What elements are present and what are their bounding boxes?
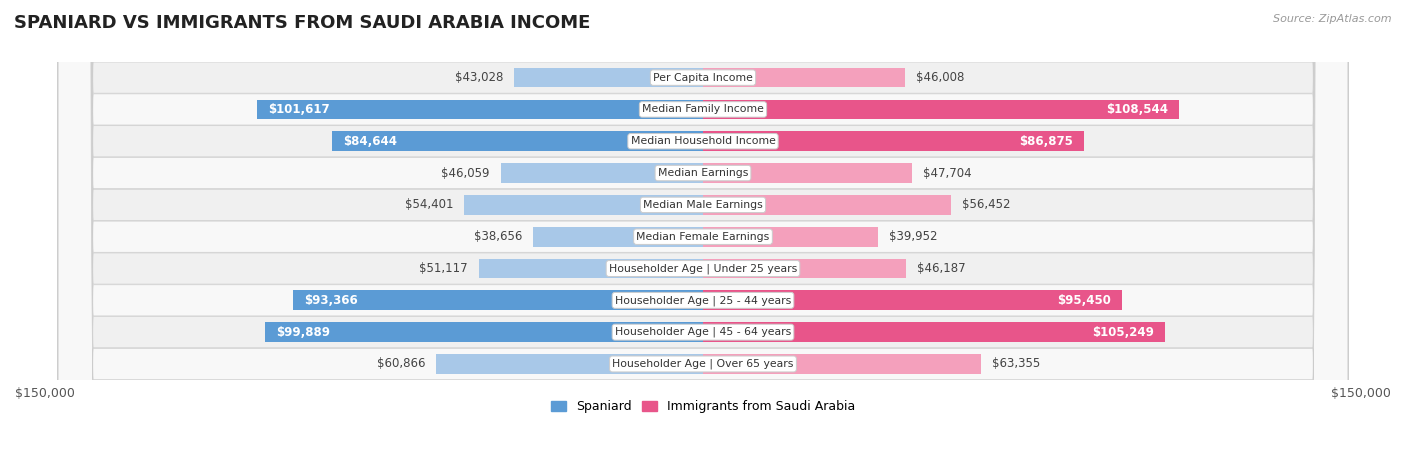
Text: $38,656: $38,656 [474, 230, 523, 243]
Text: $46,008: $46,008 [915, 71, 965, 84]
FancyBboxPatch shape [58, 0, 1348, 467]
Bar [703, 290, 1122, 310]
Text: $43,028: $43,028 [456, 71, 503, 84]
FancyBboxPatch shape [58, 0, 1348, 467]
Bar [464, 195, 703, 215]
Text: $51,117: $51,117 [419, 262, 468, 275]
Text: $46,187: $46,187 [917, 262, 965, 275]
Text: $93,366: $93,366 [304, 294, 359, 307]
Text: $39,952: $39,952 [889, 230, 938, 243]
Bar [703, 195, 950, 215]
Text: $101,617: $101,617 [269, 103, 330, 116]
Bar [703, 131, 1084, 151]
Text: Median Female Earnings: Median Female Earnings [637, 232, 769, 242]
Text: Householder Age | Under 25 years: Householder Age | Under 25 years [609, 263, 797, 274]
FancyBboxPatch shape [58, 0, 1348, 467]
Bar [332, 131, 703, 151]
Text: Median Male Earnings: Median Male Earnings [643, 200, 763, 210]
Bar [703, 68, 905, 87]
Bar [703, 99, 1180, 119]
FancyBboxPatch shape [58, 0, 1348, 467]
Bar [703, 259, 905, 278]
Legend: Spaniard, Immigrants from Saudi Arabia: Spaniard, Immigrants from Saudi Arabia [546, 395, 860, 418]
Text: Source: ZipAtlas.com: Source: ZipAtlas.com [1274, 14, 1392, 24]
Bar [257, 99, 703, 119]
Bar [703, 163, 912, 183]
FancyBboxPatch shape [58, 0, 1348, 467]
Bar [703, 322, 1164, 342]
Text: $105,249: $105,249 [1092, 325, 1154, 339]
Text: $54,401: $54,401 [405, 198, 453, 212]
Bar [501, 163, 703, 183]
Bar [703, 354, 981, 374]
Text: Householder Age | 45 - 64 years: Householder Age | 45 - 64 years [614, 327, 792, 338]
FancyBboxPatch shape [58, 0, 1348, 467]
FancyBboxPatch shape [58, 0, 1348, 467]
Text: $84,644: $84,644 [343, 135, 396, 148]
Text: SPANIARD VS IMMIGRANTS FROM SAUDI ARABIA INCOME: SPANIARD VS IMMIGRANTS FROM SAUDI ARABIA… [14, 14, 591, 32]
Text: $86,875: $86,875 [1019, 135, 1073, 148]
Text: $46,059: $46,059 [441, 167, 489, 180]
Text: Per Capita Income: Per Capita Income [652, 72, 754, 83]
FancyBboxPatch shape [58, 0, 1348, 467]
FancyBboxPatch shape [58, 0, 1348, 467]
Bar [264, 322, 703, 342]
Text: $63,355: $63,355 [991, 357, 1040, 370]
Text: Householder Age | Over 65 years: Householder Age | Over 65 years [612, 359, 794, 369]
Text: Median Earnings: Median Earnings [658, 168, 748, 178]
Text: Householder Age | 25 - 44 years: Householder Age | 25 - 44 years [614, 295, 792, 305]
Text: $108,544: $108,544 [1107, 103, 1168, 116]
Bar [533, 227, 703, 247]
FancyBboxPatch shape [58, 0, 1348, 467]
Bar [479, 259, 703, 278]
Bar [436, 354, 703, 374]
Text: $99,889: $99,889 [276, 325, 330, 339]
Text: Median Household Income: Median Household Income [630, 136, 776, 146]
Bar [294, 290, 703, 310]
Text: Median Family Income: Median Family Income [643, 105, 763, 114]
Text: $47,704: $47,704 [924, 167, 972, 180]
Text: $60,866: $60,866 [377, 357, 425, 370]
Text: $56,452: $56,452 [962, 198, 1010, 212]
Bar [703, 227, 879, 247]
Bar [515, 68, 703, 87]
Text: $95,450: $95,450 [1057, 294, 1111, 307]
